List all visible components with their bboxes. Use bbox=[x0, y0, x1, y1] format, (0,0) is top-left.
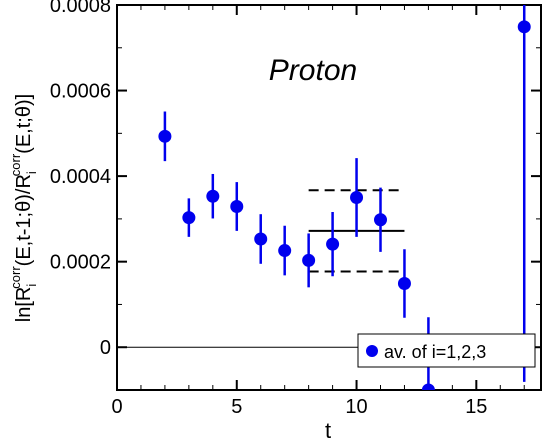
y-label-suffix: (E,t;θ)] bbox=[13, 94, 35, 154]
y-tick-label: 0.0008 bbox=[50, 0, 111, 17]
data-point bbox=[158, 129, 172, 143]
legend: av. of i=1,2,3 bbox=[357, 333, 536, 368]
x-tick-label: 10 bbox=[345, 396, 367, 418]
y-label-prefix: ln[R bbox=[13, 287, 35, 323]
y-tick-label: 0.0006 bbox=[50, 81, 111, 103]
data-point bbox=[421, 383, 435, 390]
y-tick-label: 0 bbox=[100, 337, 111, 359]
y-label-sup1: corr bbox=[8, 266, 23, 289]
y-label-middle: (E,t-1;θ)/R bbox=[13, 174, 35, 266]
legend-label: av. of i=1,2,3 bbox=[384, 342, 486, 362]
data-layer bbox=[158, 5, 531, 390]
y-label-sub1: i bbox=[24, 284, 39, 287]
data-point bbox=[182, 211, 196, 225]
x-tick-label: 15 bbox=[465, 396, 487, 418]
data-point bbox=[302, 253, 316, 267]
x-axis-label: t bbox=[325, 418, 331, 443]
y-axis-label: ln[Ricorr(E,t-1;θ)/Ricorr(E,t;θ)] bbox=[8, 94, 39, 322]
data-point bbox=[326, 237, 340, 251]
data-point bbox=[278, 244, 292, 258]
y-label-sup2: corr bbox=[8, 153, 23, 176]
series-group bbox=[158, 5, 531, 390]
legend-marker bbox=[366, 345, 378, 357]
y-tick-label: 0.0002 bbox=[50, 252, 111, 274]
data-point bbox=[350, 191, 364, 204]
y-label-sub2: i bbox=[24, 171, 39, 174]
x-tick-label: 0 bbox=[111, 396, 122, 418]
text-layer: Proton t ln[Ricorr(E,t-1;θ)/Ricorr(E,t;θ… bbox=[8, 54, 357, 443]
plot-frame bbox=[116, 4, 542, 391]
data-point bbox=[254, 232, 268, 246]
data-point bbox=[374, 213, 388, 227]
data-point bbox=[397, 276, 411, 290]
data-point bbox=[230, 199, 244, 213]
chart-annotation: Proton bbox=[269, 54, 357, 87]
tick-layer: 0 5 10 15 0 0.0002 0.0004 0.0006 0.0008 bbox=[50, 0, 541, 418]
x-tick-label: 5 bbox=[231, 396, 242, 418]
y-tick-label: 0.0004 bbox=[50, 166, 111, 188]
data-point bbox=[206, 189, 220, 203]
legend-box bbox=[357, 333, 536, 368]
data-point bbox=[517, 20, 531, 34]
